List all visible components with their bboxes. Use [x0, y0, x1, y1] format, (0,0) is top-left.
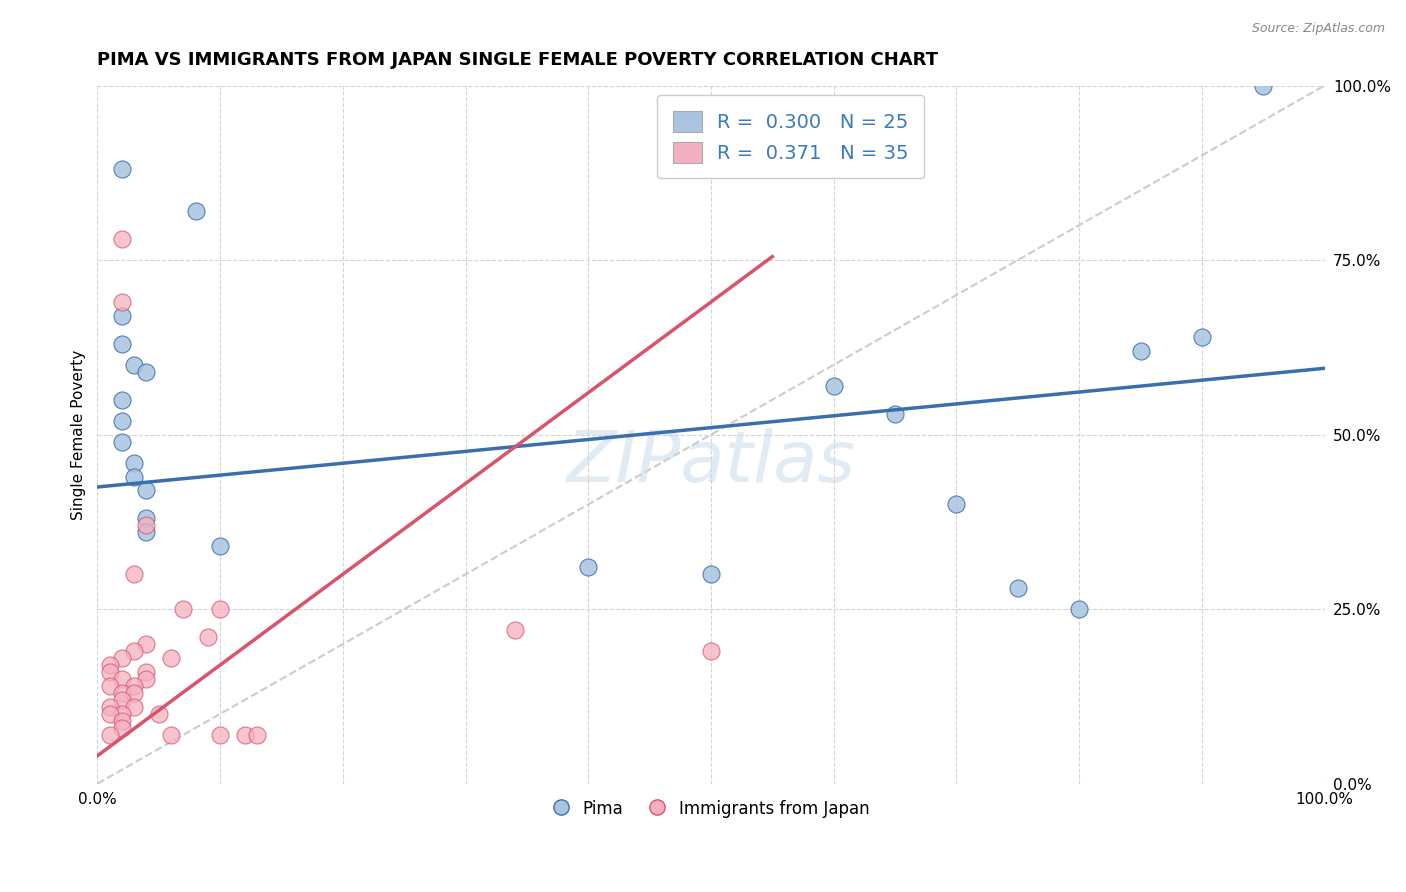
Point [98, 679, 121, 693]
Point [111, 309, 134, 323]
Point [172, 602, 194, 616]
Point [111, 232, 134, 246]
Point [884, 407, 907, 421]
Point [111, 706, 134, 721]
Point [122, 358, 145, 372]
Point [1253, 78, 1275, 93]
Point [98, 665, 121, 679]
Point [122, 679, 145, 693]
Point [122, 567, 145, 582]
Text: ZIPatlas: ZIPatlas [567, 428, 855, 497]
Point [1007, 581, 1029, 595]
Point [111, 714, 134, 728]
Point [122, 644, 145, 658]
Point [111, 693, 134, 707]
Point [111, 414, 134, 428]
Point [1129, 343, 1152, 358]
Point [700, 567, 723, 582]
Point [122, 456, 145, 470]
Point [98, 658, 121, 673]
Point [111, 686, 134, 700]
Point [122, 686, 145, 700]
Point [135, 525, 157, 540]
Point [135, 365, 157, 379]
Point [823, 378, 845, 392]
Point [160, 651, 183, 665]
Point [135, 637, 157, 651]
Point [111, 651, 134, 665]
Point [111, 392, 134, 407]
Point [246, 728, 269, 742]
Point [233, 728, 256, 742]
Point [148, 706, 170, 721]
Point [111, 295, 134, 310]
Point [122, 469, 145, 483]
Point [209, 728, 232, 742]
Point [1069, 602, 1091, 616]
Point [184, 204, 207, 219]
Point [111, 434, 134, 449]
Point [135, 483, 157, 498]
Point [209, 539, 232, 553]
Point [111, 672, 134, 686]
Point [135, 518, 157, 533]
Point [98, 706, 121, 721]
Legend: Pima, Immigrants from Japan: Pima, Immigrants from Japan [546, 793, 876, 824]
Point [111, 721, 134, 735]
Y-axis label: Single Female Poverty: Single Female Poverty [72, 350, 86, 520]
Point [945, 498, 967, 512]
Point [1191, 330, 1213, 344]
Point [160, 728, 183, 742]
Point [122, 700, 145, 714]
Point [111, 336, 134, 351]
Text: Source: ZipAtlas.com: Source: ZipAtlas.com [1251, 22, 1385, 36]
Point [197, 630, 219, 644]
Point [135, 665, 157, 679]
Point [576, 560, 599, 574]
Point [135, 511, 157, 525]
Text: PIMA VS IMMIGRANTS FROM JAPAN SINGLE FEMALE POVERTY CORRELATION CHART: PIMA VS IMMIGRANTS FROM JAPAN SINGLE FEM… [97, 51, 938, 69]
Point [98, 728, 121, 742]
Point [135, 672, 157, 686]
Point [503, 623, 526, 637]
Point [700, 644, 723, 658]
Point [209, 602, 232, 616]
Point [98, 700, 121, 714]
Point [111, 162, 134, 177]
